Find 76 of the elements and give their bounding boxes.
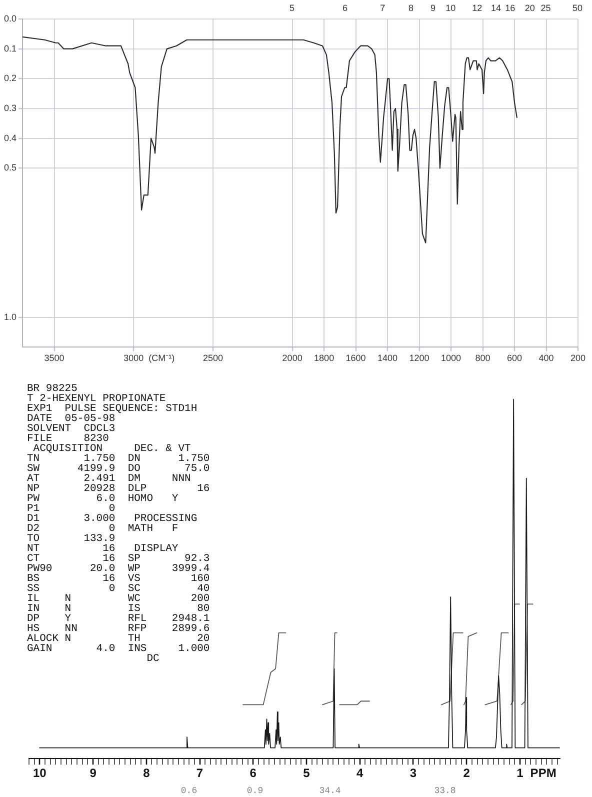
text: 0.9 xyxy=(246,786,264,796)
x-tick-label: 1800 xyxy=(314,353,334,364)
annotation: BS 16 VS 160 xyxy=(27,573,210,585)
annotation: TN 1.750 DN 1.750 xyxy=(27,453,210,465)
text: 25 xyxy=(540,3,551,13)
annotation: HS NN RFP 2899.6 xyxy=(27,623,210,635)
x-tick-label: 2 xyxy=(463,766,470,780)
annotation: EXP1 PULSE SEQUENCE: STD1H xyxy=(27,403,198,415)
y-tick-label: 0.5 xyxy=(4,162,17,173)
text: 16 xyxy=(505,3,516,13)
x-tick-label: 600 xyxy=(507,353,522,364)
text: 50 xyxy=(572,3,583,13)
x-tick-label: 1 xyxy=(516,766,524,780)
x-tick-label: 9 xyxy=(90,766,97,780)
text: 0.6 xyxy=(180,786,198,796)
x-tick-label: 10 xyxy=(32,766,47,780)
annotation: SOLVENT CDCL3 xyxy=(27,423,116,435)
annotation: T 2-HEXENYL PROPIONATE xyxy=(27,393,166,405)
text: 12 xyxy=(472,3,482,13)
x-tick-label: 2000 xyxy=(282,353,302,364)
x-tick-label: 3 xyxy=(410,766,417,780)
x-axis-title: (CM⁻¹) xyxy=(148,353,175,364)
annotation: DATE 05-05-98 xyxy=(27,413,116,425)
x-tick-label: 1400 xyxy=(378,353,398,364)
y-tick-label: 0.0 xyxy=(4,13,17,24)
annotation: P1 0 xyxy=(27,503,116,515)
x-tick-label: 1000 xyxy=(441,353,462,364)
x-axis-title: PPM xyxy=(530,766,556,780)
text: 7 xyxy=(380,3,386,13)
text: 5 xyxy=(289,3,295,13)
x-tick-label: 1600 xyxy=(346,353,366,364)
annotation: ALOCK N TH 20 xyxy=(27,633,210,645)
annotation: D1 3.000 PROCESSING xyxy=(27,513,198,525)
x-tick-label: 1200 xyxy=(409,353,430,364)
annotation: SW 4199.9 DO 75.0 xyxy=(27,463,210,475)
annotation: FILE 8230 xyxy=(27,433,110,445)
annotation: PW 6.0 HOMO Y xyxy=(27,493,180,505)
y-tick-label: 0.4 xyxy=(4,132,17,143)
x-tick-label: 4 xyxy=(356,766,364,780)
text: 34.4 xyxy=(319,786,341,796)
annotation: DP Y RFL 2948.1 xyxy=(27,613,210,625)
text: 6 xyxy=(342,3,348,13)
x-tick-label: 2500 xyxy=(202,353,223,364)
annotation: DC xyxy=(146,653,160,665)
text: 14 xyxy=(490,3,502,13)
y-tick-label: 1.0 xyxy=(4,312,17,322)
text: 8 xyxy=(408,3,414,13)
x-tick-label: 200 xyxy=(570,353,586,364)
annotation: AT 2.491 DM NNN xyxy=(27,473,192,485)
x-tick-label: 7 xyxy=(196,766,204,780)
x-tick-label: 3500 xyxy=(44,353,64,364)
annotation: PW90 20.0 WP 3999.4 xyxy=(27,563,210,575)
text: 9 xyxy=(430,3,436,13)
annotation: ACQUISITION DEC. & VT xyxy=(33,443,191,455)
text: 10 xyxy=(446,3,456,13)
x-tick-label: 400 xyxy=(538,353,554,364)
annotation: IL N WC 200 xyxy=(27,593,210,605)
y-tick-label: 0.3 xyxy=(4,102,17,113)
x-tick-label: 6 xyxy=(250,766,257,780)
x-tick-label: 3000 xyxy=(124,353,144,364)
annotation: D2 0 MATH F xyxy=(27,523,180,535)
annotation: CT 16 SP 92.3 xyxy=(27,553,210,565)
annotation: NT 16 DISPLAY xyxy=(27,543,180,555)
annotation: TO 133.9 xyxy=(27,533,116,545)
x-tick-label: 8 xyxy=(143,766,150,780)
x-tick-label: 800 xyxy=(475,353,490,364)
x-tick-label: 5 xyxy=(303,766,310,780)
annotation: IN N IS 80 xyxy=(27,603,210,615)
y-tick-label: 0.1 xyxy=(4,43,17,54)
text: 20 xyxy=(524,3,535,13)
text: 33.8 xyxy=(434,786,456,796)
text: BR 98225 xyxy=(27,383,78,395)
annotation: SS 0 SC 40 xyxy=(27,583,210,595)
annotation: GAIN 4.0 INS 1.000 xyxy=(27,643,210,655)
annotation: NP 20928 DLP 16 xyxy=(27,483,210,495)
y-tick-label: 0.2 xyxy=(4,73,17,84)
